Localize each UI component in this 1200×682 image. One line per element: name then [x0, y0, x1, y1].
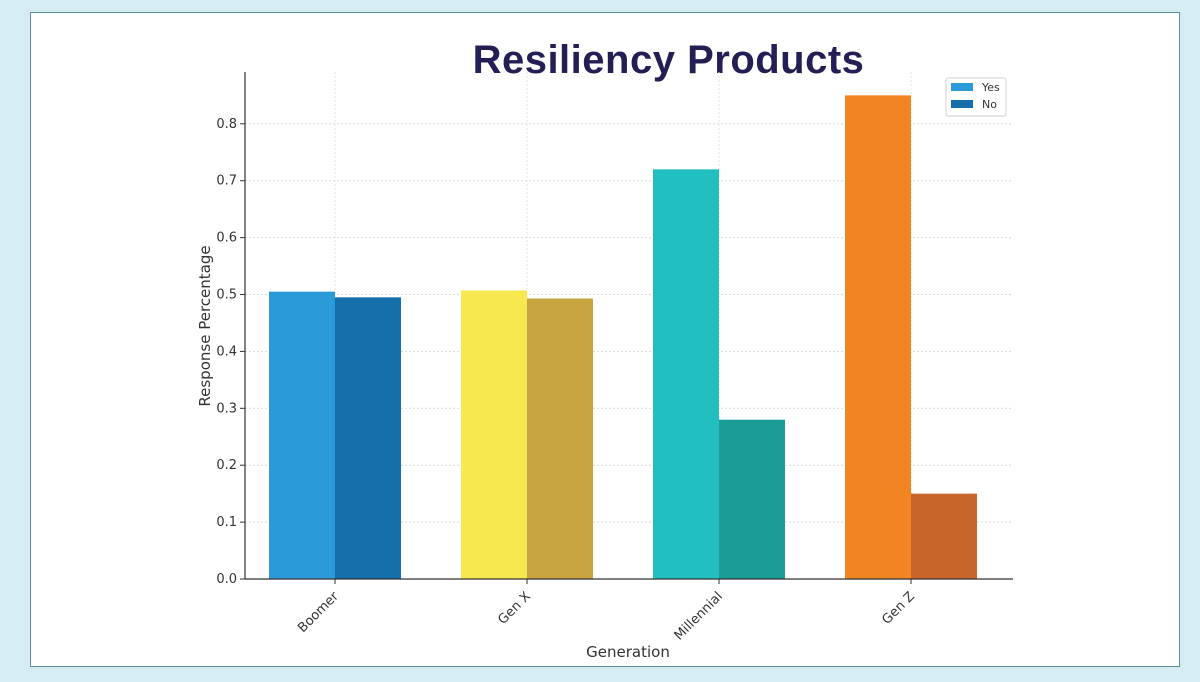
y-tick-label: 0.0: [216, 572, 237, 587]
x-tick-label: Millennial: [672, 589, 726, 643]
y-tick-label: 0.2: [216, 458, 237, 473]
legend-swatch-yes: [951, 83, 973, 91]
y-axis-label: Response Percentage: [196, 245, 214, 406]
axes: [244, 72, 1013, 580]
y-tick-label: 0.4: [216, 344, 237, 359]
chart-frame: [30, 12, 1180, 667]
y-tick-labels: 0.0 0.1 0.2 0.3 0.4 0.5 0.6 0.7 0.8: [216, 117, 245, 587]
bar-yes-boomer: [269, 291, 335, 579]
legend-label-no: No: [982, 98, 997, 111]
x-tick-label: Gen Z: [879, 589, 917, 627]
bars: [269, 95, 977, 579]
bar-yes-gen-x: [461, 290, 527, 579]
legend-label-yes: Yes: [981, 81, 1000, 94]
bar-yes-gen-z: [845, 95, 911, 579]
bar-no-gen-x: [527, 298, 593, 579]
x-tick-label: Boomer: [295, 589, 342, 636]
y-tick-label: 0.8: [216, 117, 237, 132]
x-tick-labels: Boomer Gen X Millennial Gen Z: [295, 579, 918, 643]
legend: Yes No: [945, 77, 1007, 117]
bar-no-gen-z: [911, 493, 977, 579]
bar-no-boomer: [335, 297, 401, 579]
y-tick-label: 0.1: [216, 515, 237, 530]
chart-title: Resiliency Products: [472, 38, 865, 82]
x-axis-label: Generation: [586, 643, 670, 661]
y-tick-label: 0.3: [216, 401, 237, 416]
legend-swatch-no: [951, 100, 973, 108]
bar-no-millennial: [719, 419, 785, 579]
y-tick-label: 0.7: [216, 174, 237, 189]
bar-yes-millennial: [653, 169, 719, 579]
x-tick-label: Gen X: [495, 589, 533, 627]
y-tick-label: 0.6: [216, 231, 237, 246]
y-tick-label: 0.5: [216, 288, 237, 303]
